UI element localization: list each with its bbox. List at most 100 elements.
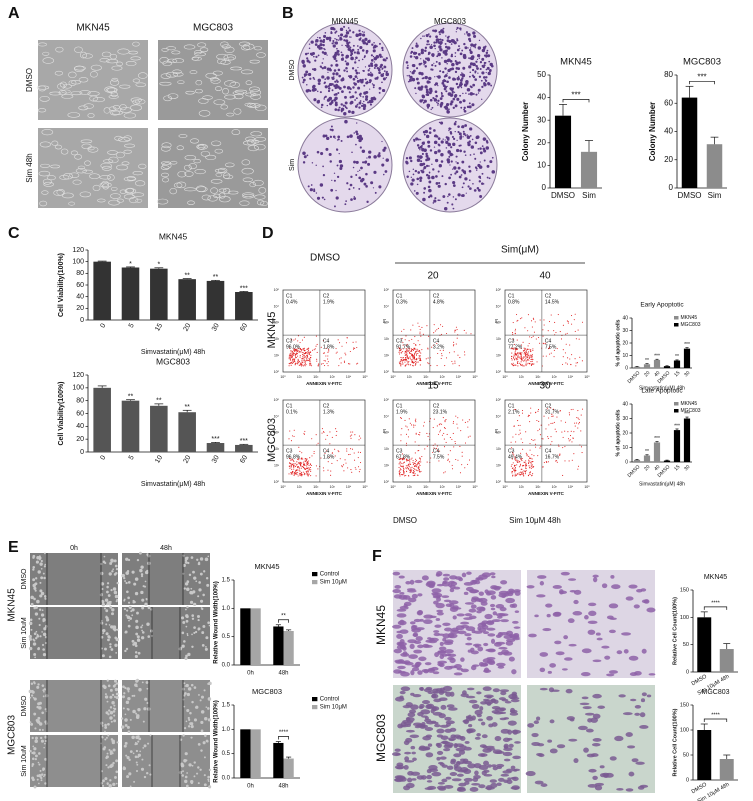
- cell: [123, 577, 125, 579]
- legend-swatch: [312, 705, 317, 709]
- event: [550, 444, 551, 445]
- cell: [201, 696, 204, 699]
- event: [569, 460, 570, 461]
- event: [359, 469, 360, 470]
- colony: [369, 68, 370, 69]
- cell: [34, 657, 36, 659]
- colony: [451, 63, 455, 67]
- event: [528, 351, 529, 352]
- event: [528, 463, 529, 464]
- colony: [423, 169, 424, 170]
- colony: [445, 35, 446, 36]
- bar-label: ***: [211, 436, 219, 443]
- event: [455, 330, 456, 331]
- event: [531, 439, 532, 440]
- cell: [616, 788, 623, 791]
- cell: [146, 681, 149, 684]
- cell: [185, 752, 188, 755]
- cell: [33, 653, 36, 656]
- event: [522, 471, 523, 472]
- colony: [466, 31, 468, 33]
- colony: [457, 162, 459, 164]
- colony: [424, 134, 426, 136]
- cell: [433, 630, 439, 633]
- cell: [582, 648, 592, 653]
- quadrant-value: 96.0%: [286, 344, 301, 350]
- cell: [421, 715, 428, 717]
- event: [582, 409, 583, 410]
- event: [415, 344, 416, 345]
- y-axis-label: Cell Viability(100%): [58, 381, 65, 445]
- colony: [447, 202, 449, 204]
- bar: [720, 759, 734, 780]
- event: [538, 421, 539, 422]
- colony: [463, 182, 465, 184]
- cell: [200, 557, 203, 560]
- cell: [104, 777, 107, 780]
- event: [565, 362, 566, 363]
- colony: [425, 65, 427, 67]
- cell: [450, 588, 455, 592]
- cell: [414, 580, 422, 583]
- cell: [207, 779, 209, 781]
- cell: [453, 615, 457, 619]
- cell: [475, 737, 481, 740]
- cell: [417, 610, 423, 615]
- colony: [371, 44, 373, 46]
- colony: [419, 149, 420, 150]
- event: [514, 359, 515, 360]
- event: [551, 353, 552, 354]
- event: [307, 357, 308, 358]
- event: [465, 443, 466, 444]
- event: [399, 362, 400, 363]
- event: [544, 324, 545, 325]
- colony: [456, 156, 458, 158]
- cell: [110, 559, 113, 562]
- event: [528, 363, 529, 364]
- cell: [125, 571, 129, 575]
- event: [308, 475, 309, 476]
- event: [518, 425, 519, 426]
- colony: [373, 84, 375, 86]
- bar: [235, 292, 253, 320]
- cell: [142, 747, 144, 749]
- event: [299, 463, 300, 464]
- colony: [448, 193, 451, 196]
- colony: [309, 48, 311, 50]
- cell: [107, 639, 110, 642]
- event: [513, 363, 514, 364]
- event: [304, 468, 305, 469]
- chart-title: MKN45: [560, 57, 592, 68]
- event: [415, 364, 416, 365]
- event: [521, 352, 522, 353]
- colony: [426, 165, 428, 167]
- y-axis-label: Relative Wound Width(100%): [214, 700, 220, 783]
- cell: [593, 738, 602, 742]
- colony: [341, 52, 343, 54]
- cell: [42, 609, 44, 611]
- y-tick-label: 80: [664, 70, 673, 79]
- cell: [150, 734, 152, 736]
- cell: [474, 770, 479, 775]
- event: [565, 334, 566, 335]
- flow-x-label: ANNEXIN V-FITC: [306, 381, 343, 386]
- event: [461, 464, 462, 465]
- event: [559, 454, 560, 455]
- event: [413, 343, 414, 344]
- colony: [457, 131, 459, 133]
- event: [459, 365, 460, 366]
- cell: [453, 605, 459, 609]
- event: [555, 332, 556, 333]
- event: [357, 363, 358, 364]
- cell: [509, 744, 514, 748]
- cell: [403, 651, 408, 656]
- event: [321, 364, 322, 365]
- cell: [100, 593, 103, 596]
- colony: [325, 32, 327, 34]
- cell: [115, 652, 117, 654]
- flow-tick: 10³: [496, 431, 502, 435]
- cell: [641, 698, 645, 702]
- cell: [184, 657, 187, 660]
- event: [404, 420, 405, 421]
- cell: [484, 774, 492, 777]
